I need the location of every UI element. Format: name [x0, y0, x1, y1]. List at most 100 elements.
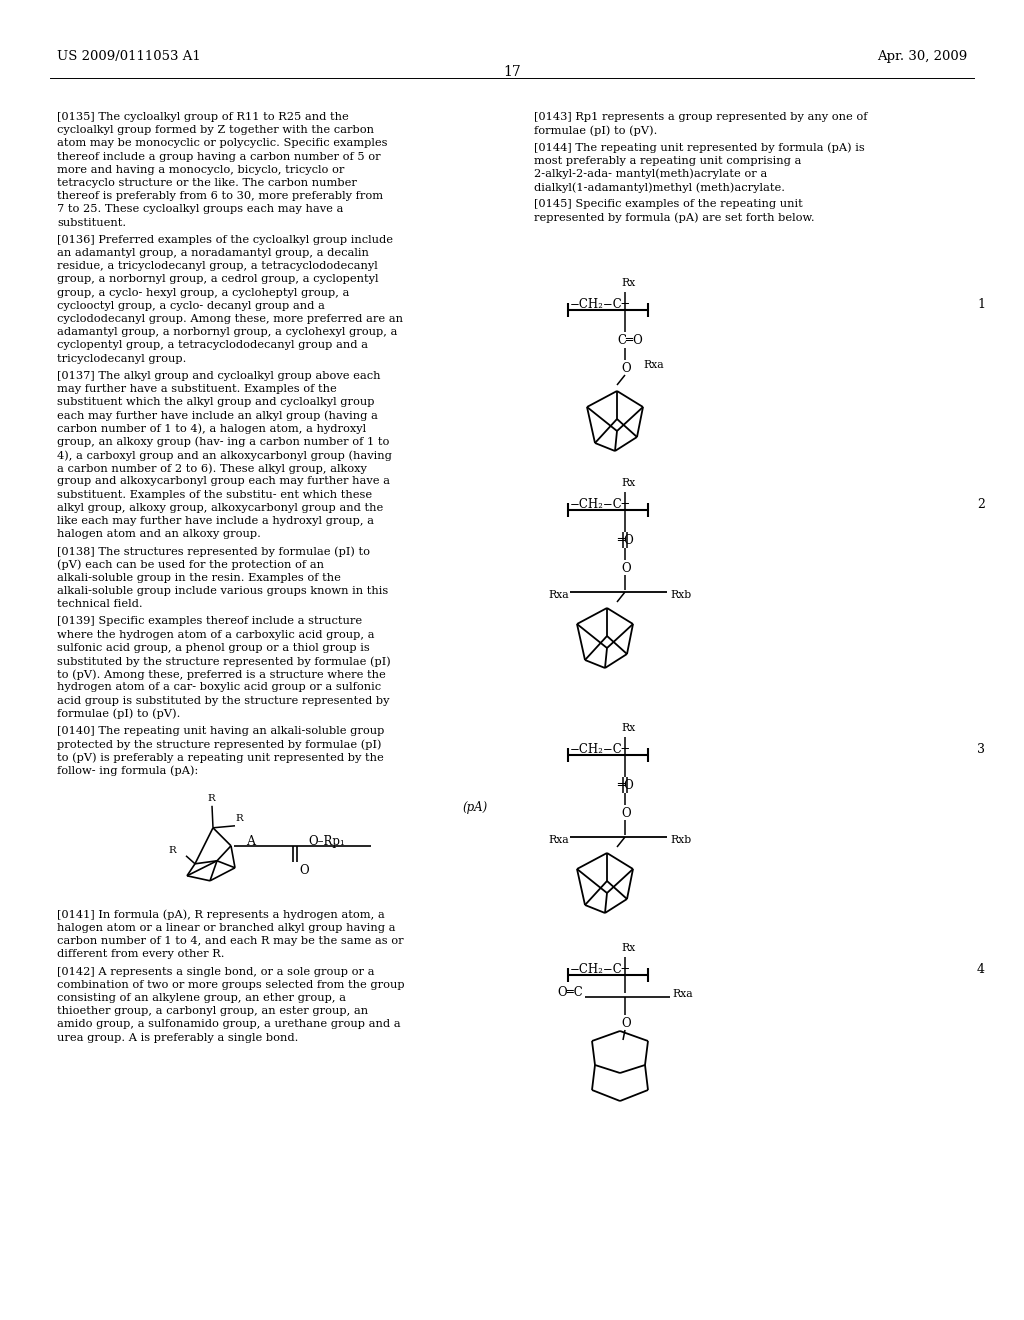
Text: −CH₂−C─: −CH₂−C─ [570, 743, 630, 756]
Text: [0140] The repeating unit having an alkali-soluble group: [0140] The repeating unit having an alka… [57, 726, 384, 737]
Text: alkyl group, alkoxy group, alkoxycarbonyl group and the: alkyl group, alkoxy group, alkoxycarbony… [57, 503, 383, 512]
Text: cyclooctyl group, a cyclo- decanyl group and a: cyclooctyl group, a cyclo- decanyl group… [57, 301, 325, 310]
Text: tricyclodecanyl group.: tricyclodecanyl group. [57, 354, 186, 363]
Text: different from every other R.: different from every other R. [57, 949, 224, 960]
Text: thereof is preferably from 6 to 30, more preferably from: thereof is preferably from 6 to 30, more… [57, 191, 383, 201]
Text: carbon number of 1 to 4), a halogen atom, a hydroxyl: carbon number of 1 to 4), a halogen atom… [57, 424, 367, 434]
Text: to (pV) is preferably a repeating unit represented by the: to (pV) is preferably a repeating unit r… [57, 752, 384, 763]
Text: Apr. 30, 2009: Apr. 30, 2009 [877, 50, 967, 63]
Text: group, a norbornyl group, a cedrol group, a cyclopentyl: group, a norbornyl group, a cedrol group… [57, 275, 379, 284]
Text: Rxb: Rxb [670, 590, 691, 601]
Text: group, a cyclo- hexyl group, a cycloheptyl group, a: group, a cyclo- hexyl group, a cyclohept… [57, 288, 349, 297]
Text: protected by the structure represented by formulae (pI): protected by the structure represented b… [57, 739, 382, 750]
Text: −CH₂−C─: −CH₂−C─ [570, 298, 630, 312]
Text: residue, a tricyclodecanyl group, a tetracyclododecanyl: residue, a tricyclodecanyl group, a tetr… [57, 261, 378, 271]
Text: 7 to 25. These cycloalkyl groups each may have a: 7 to 25. These cycloalkyl groups each ma… [57, 205, 343, 214]
Text: like each may further have include a hydroxyl group, a: like each may further have include a hyd… [57, 516, 374, 525]
Text: (pV) each can be used for the protection of an: (pV) each can be used for the protection… [57, 560, 324, 570]
Text: (pA): (pA) [462, 801, 487, 814]
Text: Rxa: Rxa [672, 989, 692, 999]
Text: formulae (pI) to (pV).: formulae (pI) to (pV). [57, 709, 180, 719]
Text: Rxa: Rxa [643, 360, 664, 370]
Text: A: A [246, 834, 255, 847]
Text: group, an alkoxy group (hav- ing a carbon number of 1 to: group, an alkoxy group (hav- ing a carbo… [57, 437, 389, 447]
Text: alkali-soluble group include various groups known in this: alkali-soluble group include various gro… [57, 586, 388, 597]
Text: acid group is substituted by the structure represented by: acid group is substituted by the structu… [57, 696, 389, 706]
Text: US 2009/0111053 A1: US 2009/0111053 A1 [57, 50, 201, 63]
Text: each may further have include an alkyl group (having a: each may further have include an alkyl g… [57, 411, 378, 421]
Text: thereof include a group having a carbon number of 5 or: thereof include a group having a carbon … [57, 152, 381, 161]
Text: atom may be monocyclic or polycyclic. Specific examples: atom may be monocyclic or polycyclic. Sp… [57, 139, 387, 148]
Text: dialkyl(1-adamantyl)methyl (meth)acrylate.: dialkyl(1-adamantyl)methyl (meth)acrylat… [534, 182, 785, 193]
Text: follow- ing formula (pA):: follow- ing formula (pA): [57, 766, 199, 776]
Text: alkali-soluble group in the resin. Examples of the: alkali-soluble group in the resin. Examp… [57, 573, 341, 583]
Text: to (pV). Among these, preferred is a structure where the: to (pV). Among these, preferred is a str… [57, 669, 386, 680]
Text: [0143] Rp1 represents a group represented by any one of: [0143] Rp1 represents a group represente… [534, 112, 867, 121]
Text: halogen atom or a linear or branched alkyl group having a: halogen atom or a linear or branched alk… [57, 923, 395, 933]
Text: [0145] Specific examples of the repeating unit: [0145] Specific examples of the repeatin… [534, 199, 803, 209]
Text: [0144] The repeating unit represented by formula (pA) is: [0144] The repeating unit represented by… [534, 143, 864, 153]
Text: R: R [207, 793, 215, 803]
Text: [0142] A represents a single bond, or a sole group or a: [0142] A represents a single bond, or a … [57, 966, 375, 977]
Text: [0139] Specific examples thereof include a structure: [0139] Specific examples thereof include… [57, 616, 362, 627]
Text: Rxb: Rxb [670, 836, 691, 845]
Text: adamantyl group, a norbornyl group, a cyclohexyl group, a: adamantyl group, a norbornyl group, a cy… [57, 327, 397, 337]
Text: 4), a carboxyl group and an alkoxycarbonyl group (having: 4), a carboxyl group and an alkoxycarbon… [57, 450, 392, 461]
Text: O: O [621, 562, 631, 576]
Text: Rx: Rx [621, 279, 635, 288]
Text: technical field.: technical field. [57, 599, 142, 610]
Text: hydrogen atom of a car- boxylic acid group or a sulfonic: hydrogen atom of a car- boxylic acid gro… [57, 682, 381, 693]
Text: formulae (pI) to (pV).: formulae (pI) to (pV). [534, 125, 657, 136]
Text: represented by formula (pA) are set forth below.: represented by formula (pA) are set fort… [534, 213, 815, 223]
Text: 1: 1 [977, 298, 985, 312]
Text: 2-alkyl-2-ada- mantyl(meth)acrylate or a: 2-alkyl-2-ada- mantyl(meth)acrylate or a [534, 169, 767, 180]
Text: halogen atom and an alkoxy group.: halogen atom and an alkoxy group. [57, 529, 261, 539]
Text: [0135] The cycloalkyl group of R11 to R25 and the: [0135] The cycloalkyl group of R11 to R2… [57, 112, 349, 121]
Text: consisting of an alkylene group, an ether group, a: consisting of an alkylene group, an ethe… [57, 993, 346, 1003]
Text: sulfonic acid group, a phenol group or a thiol group is: sulfonic acid group, a phenol group or a… [57, 643, 370, 653]
Text: O: O [621, 362, 631, 375]
Text: Rx: Rx [621, 723, 635, 733]
Text: Rxa: Rxa [548, 590, 568, 601]
Text: cyclopentyl group, a tetracyclododecanyl group and a: cyclopentyl group, a tetracyclododecanyl… [57, 341, 368, 350]
Text: O–Rp₁: O–Rp₁ [308, 834, 345, 847]
Text: Rx: Rx [621, 478, 635, 488]
Text: O═C: O═C [557, 986, 583, 999]
Text: −CH₂−C─: −CH₂−C─ [570, 498, 630, 511]
Text: [0137] The alkyl group and cycloalkyl group above each: [0137] The alkyl group and cycloalkyl gr… [57, 371, 381, 380]
Text: 17: 17 [503, 65, 521, 79]
Text: amido group, a sulfonamido group, a urethane group and a: amido group, a sulfonamido group, a uret… [57, 1019, 400, 1030]
Text: ═O: ═O [617, 779, 634, 792]
Text: thioether group, a carbonyl group, an ester group, an: thioether group, a carbonyl group, an es… [57, 1006, 368, 1016]
Text: an adamantyl group, a noradamantyl group, a decalin: an adamantyl group, a noradamantyl group… [57, 248, 369, 257]
Text: substituent.: substituent. [57, 218, 126, 227]
Text: Rx: Rx [621, 942, 635, 953]
Text: 2: 2 [977, 498, 985, 511]
Text: O: O [621, 807, 631, 820]
Text: cycloalkyl group formed by Z together with the carbon: cycloalkyl group formed by Z together wi… [57, 125, 374, 135]
Text: 4: 4 [977, 964, 985, 975]
Text: C═O: C═O [617, 334, 643, 347]
Text: O: O [299, 863, 308, 876]
Text: R: R [234, 814, 243, 822]
Text: urea group. A is preferably a single bond.: urea group. A is preferably a single bon… [57, 1032, 298, 1043]
Text: O: O [621, 1016, 631, 1030]
Text: more and having a monocyclo, bicyclo, tricyclo or: more and having a monocyclo, bicyclo, tr… [57, 165, 344, 174]
Text: where the hydrogen atom of a carboxylic acid group, a: where the hydrogen atom of a carboxylic … [57, 630, 375, 640]
Text: 3: 3 [977, 743, 985, 756]
Text: carbon number of 1 to 4, and each R may be the same as or: carbon number of 1 to 4, and each R may … [57, 936, 403, 946]
Text: group and alkoxycarbonyl group each may further have a: group and alkoxycarbonyl group each may … [57, 477, 390, 486]
Text: ═O: ═O [617, 535, 634, 546]
Text: most preferably a repeating unit comprising a: most preferably a repeating unit compris… [534, 156, 802, 165]
Text: [0141] In formula (pA), R represents a hydrogen atom, a: [0141] In formula (pA), R represents a h… [57, 909, 385, 920]
Text: may further have a substituent. Examples of the: may further have a substituent. Examples… [57, 384, 337, 393]
Text: [0136] Preferred examples of the cycloalkyl group include: [0136] Preferred examples of the cycloal… [57, 235, 393, 244]
Text: a carbon number of 2 to 6). These alkyl group, alkoxy: a carbon number of 2 to 6). These alkyl … [57, 463, 367, 474]
Text: combination of two or more groups selected from the group: combination of two or more groups select… [57, 979, 404, 990]
Text: tetracyclo structure or the like. The carbon number: tetracyclo structure or the like. The ca… [57, 178, 357, 187]
Text: −CH₂−C─: −CH₂−C─ [570, 964, 630, 975]
Text: R: R [168, 846, 176, 855]
Text: substituent which the alkyl group and cycloalkyl group: substituent which the alkyl group and cy… [57, 397, 375, 407]
Text: substituent. Examples of the substitu- ent which these: substituent. Examples of the substitu- e… [57, 490, 372, 499]
Text: [0138] The structures represented by formulae (pI) to: [0138] The structures represented by for… [57, 546, 370, 557]
